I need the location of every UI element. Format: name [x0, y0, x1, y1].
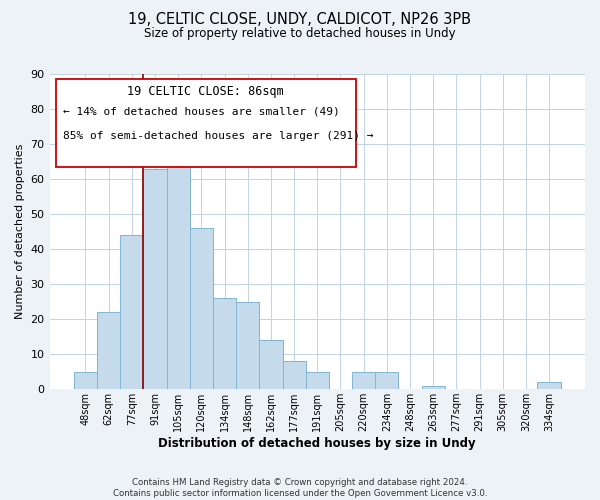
- Bar: [538, 382, 560, 389]
- Text: 85% of semi-detached houses are larger (291) →: 85% of semi-detached houses are larger (…: [63, 132, 373, 141]
- X-axis label: Distribution of detached houses by size in Undy: Distribution of detached houses by size …: [158, 437, 476, 450]
- Bar: [305, 372, 329, 389]
- Text: 19, CELTIC CLOSE, UNDY, CALDICOT, NP26 3PB: 19, CELTIC CLOSE, UNDY, CALDICOT, NP26 3…: [128, 12, 472, 28]
- Y-axis label: Number of detached properties: Number of detached properties: [15, 144, 25, 320]
- Bar: [236, 302, 259, 389]
- Bar: [120, 235, 143, 389]
- Text: Contains HM Land Registry data © Crown copyright and database right 2024.
Contai: Contains HM Land Registry data © Crown c…: [113, 478, 487, 498]
- Text: ← 14% of detached houses are smaller (49): ← 14% of detached houses are smaller (49…: [63, 106, 340, 117]
- Text: Size of property relative to detached houses in Undy: Size of property relative to detached ho…: [144, 28, 456, 40]
- Bar: [259, 340, 283, 389]
- Text: 19 CELTIC CLOSE: 86sqm: 19 CELTIC CLOSE: 86sqm: [127, 85, 284, 98]
- Bar: [375, 372, 398, 389]
- Bar: [283, 361, 305, 389]
- Bar: [97, 312, 120, 389]
- Bar: [143, 168, 167, 389]
- Bar: [213, 298, 236, 389]
- Bar: [167, 134, 190, 389]
- Bar: [190, 228, 213, 389]
- Bar: [74, 372, 97, 389]
- Bar: [422, 386, 445, 389]
- Bar: [352, 372, 375, 389]
